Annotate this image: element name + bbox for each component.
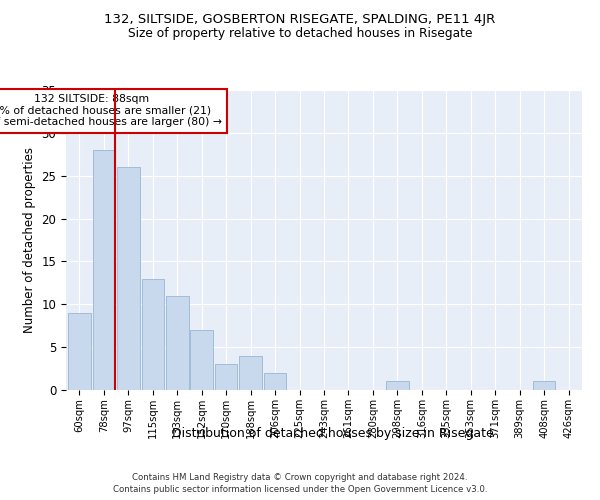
- Bar: [264, 373, 286, 390]
- Text: Contains public sector information licensed under the Open Government Licence v3: Contains public sector information licen…: [113, 485, 487, 494]
- Text: Size of property relative to detached houses in Risegate: Size of property relative to detached ho…: [128, 28, 472, 40]
- Text: Distribution of detached houses by size in Risegate: Distribution of detached houses by size …: [172, 428, 494, 440]
- Bar: [190, 330, 213, 390]
- Bar: [142, 278, 164, 390]
- Bar: [68, 313, 91, 390]
- Bar: [117, 167, 140, 390]
- Bar: [215, 364, 238, 390]
- Bar: [386, 382, 409, 390]
- Text: 132, SILTSIDE, GOSBERTON RISEGATE, SPALDING, PE11 4JR: 132, SILTSIDE, GOSBERTON RISEGATE, SPALD…: [104, 12, 496, 26]
- Text: Contains HM Land Registry data © Crown copyright and database right 2024.: Contains HM Land Registry data © Crown c…: [132, 472, 468, 482]
- Bar: [533, 382, 556, 390]
- Bar: [92, 150, 115, 390]
- Text: 132 SILTSIDE: 88sqm
← 20% of detached houses are smaller (21)
77% of semi-detach: 132 SILTSIDE: 88sqm ← 20% of detached ho…: [0, 94, 221, 128]
- Bar: [166, 296, 188, 390]
- Bar: [239, 356, 262, 390]
- Y-axis label: Number of detached properties: Number of detached properties: [23, 147, 36, 333]
